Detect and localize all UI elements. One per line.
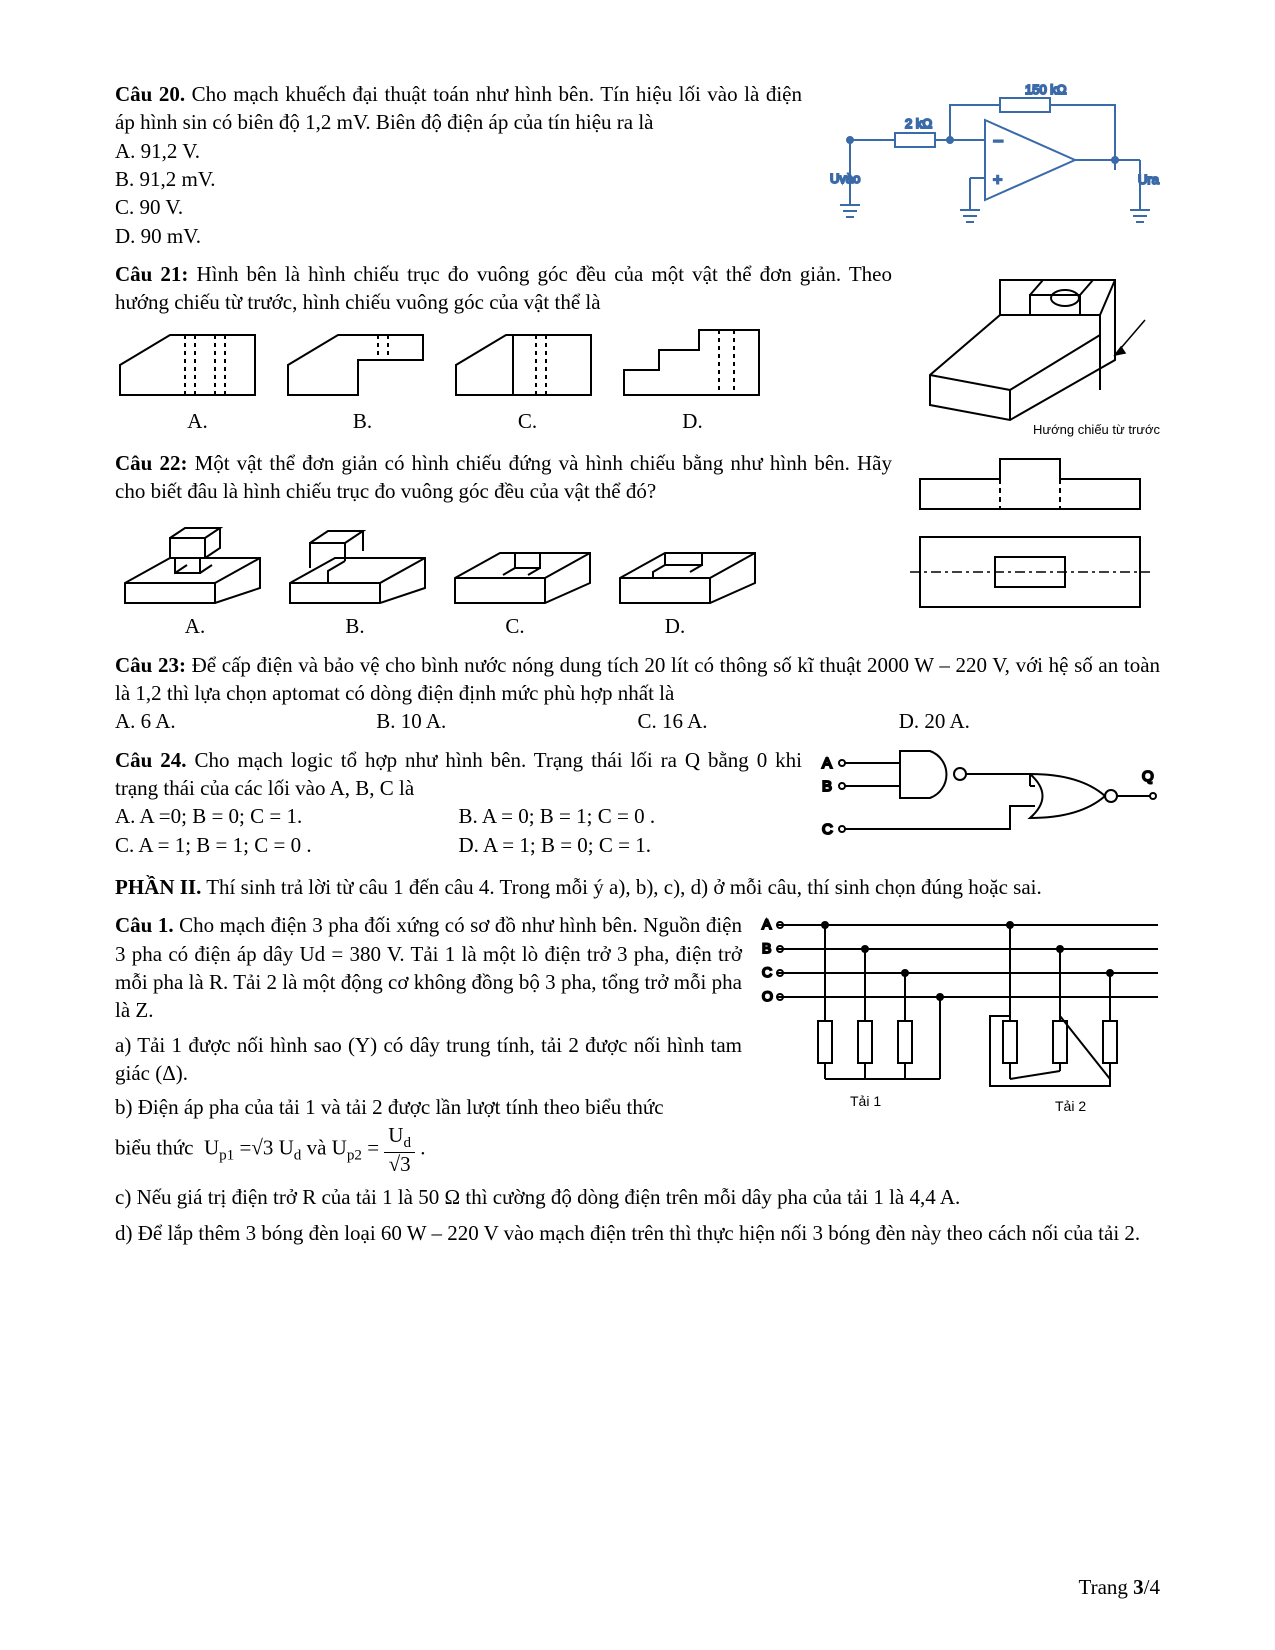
q21-arrow-text: Hướng chiếu từ trước	[910, 421, 1160, 439]
q23-opt-d: D. 20 A.	[899, 707, 1160, 735]
pin-q: Q	[1142, 768, 1154, 785]
q20-text: Cho mạch khuếch đại thuật toán như hình …	[115, 82, 802, 134]
q24-opt-b: B. A = 0; B = 1; C = 0 .	[459, 802, 803, 830]
p2c1-b-pre: b) Điện áp pha của tải 1 và tải 2 được l…	[115, 1095, 664, 1119]
q21-label: Câu 21:	[115, 262, 188, 286]
b-u1l: U	[204, 1135, 219, 1159]
q22-option-c-iso	[445, 523, 600, 608]
q20-opt-a: A. 91,2 V.	[115, 137, 802, 165]
q22-opt-d: D.	[595, 612, 755, 640]
b-u1s: p1	[219, 1147, 234, 1163]
p2c1-d: d) Để lắp thêm 3 bóng đèn loại 60 W – 22…	[115, 1219, 1160, 1247]
b-u1r: U	[279, 1135, 294, 1159]
p2c1-a: a) Tải 1 được nối hình sao (Y) có dây tr…	[115, 1031, 742, 1088]
phan2-text: Thí sinh trả lời từ câu 1 đến câu 4. Tro…	[206, 875, 1042, 899]
q21-option-d-shape	[619, 325, 769, 403]
q23-opt-c: C. 16 A.	[638, 707, 899, 735]
bus-a: A	[762, 916, 772, 932]
b-u2s: p2	[347, 1147, 362, 1163]
q20-opt-b: B. 91,2 mV.	[115, 165, 802, 193]
q23-opt-b: B. 10 A.	[376, 707, 637, 735]
section-2-heading: PHẦN II. Thí sinh trả lời từ câu 1 đến c…	[115, 873, 1160, 901]
q21-text: Hình bên là hình chiếu trục đo vuông góc…	[115, 262, 892, 314]
question-23: Câu 23: Để cấp điện và bảo vệ cho bình n…	[115, 651, 1160, 736]
phan2-label: PHẦN II.	[115, 875, 201, 899]
b-and: và	[307, 1135, 332, 1159]
plus-label: +	[993, 172, 1002, 189]
q22-option-a-iso	[115, 513, 270, 608]
q20-label: Câu 20.	[115, 82, 185, 106]
question-24: Câu 24. Cho mạch logic tổ hợp như hình b…	[115, 746, 1160, 859]
bus-c: C	[762, 964, 772, 980]
b-u2l: U	[332, 1135, 347, 1159]
q21-option-b-shape	[283, 325, 433, 403]
q22-opt-b: B.	[275, 612, 435, 640]
footer-page: 3	[1133, 1575, 1144, 1599]
rf-label: 150 kΩ	[1025, 82, 1067, 97]
pin-a: A	[822, 755, 832, 772]
q21-opt-a: A.	[115, 407, 280, 435]
q22-label: Câu 22:	[115, 451, 187, 475]
b-eq1: =√3	[239, 1135, 273, 1159]
q24-opt-d: D. A = 1; B = 0; C = 1.	[459, 831, 803, 859]
uin-label: Uvào	[830, 171, 860, 186]
q22-option-d-iso	[610, 523, 765, 608]
q23-label: Câu 23:	[115, 653, 186, 677]
q20-circuit-diagram: 150 kΩ 2 kΩ Uvào − +	[820, 80, 1160, 250]
b-eq2: =	[367, 1135, 379, 1159]
footer-total: /4	[1144, 1575, 1160, 1599]
q21-option-a-shape	[115, 325, 265, 403]
q24-label: Câu 24.	[115, 748, 187, 772]
q23-opt-a: A. 6 A.	[115, 707, 376, 735]
q21-opt-d: D.	[610, 407, 775, 435]
question-20: Câu 20. Cho mạch khuếch đại thuật toán n…	[115, 80, 1160, 250]
q20-opt-d: D. 90 mV.	[115, 222, 802, 250]
bus-b: B	[762, 940, 771, 956]
b-den: √3	[384, 1153, 415, 1175]
q22-option-b-iso	[280, 513, 435, 608]
p2c1-label: Câu 1.	[115, 913, 174, 937]
rin-label: 2 kΩ	[905, 116, 932, 131]
page-footer: Trang 3/4	[1079, 1575, 1161, 1600]
q24-opt-c: C. A = 1; B = 1; C = 0 .	[115, 831, 459, 859]
q21-isometric	[910, 260, 1160, 435]
b-end: .	[420, 1135, 425, 1159]
q24-text: Cho mạch logic tổ hợp như hình bên. Trạn…	[115, 748, 802, 800]
p2c1-c: c) Nếu giá trị điện trở R của tải 1 là 5…	[115, 1183, 1160, 1211]
q21-option-c-shape	[451, 325, 601, 403]
p2-question-1: Câu 1. Cho mạch điện 3 pha đối xứng có s…	[115, 911, 1160, 1247]
question-22: Câu 22: Một vật thể đơn giản có hình chi…	[115, 449, 1160, 641]
q22-opt-a: A.	[115, 612, 275, 640]
p2c1-three-phase-diagram: A B C O	[760, 911, 1160, 1121]
footer-pre: Trang	[1079, 1575, 1134, 1599]
b-u1rs: d	[294, 1147, 302, 1163]
bus-o: O	[762, 988, 773, 1004]
load2-label: Tải 2	[1055, 1098, 1086, 1114]
q21-opt-b: B.	[280, 407, 445, 435]
q20-opt-c: C. 90 V.	[115, 193, 802, 221]
pin-c: C	[822, 821, 833, 838]
q22-text: Một vật thể đơn giản có hình chiếu đứng …	[115, 451, 892, 503]
minus-label: −	[993, 131, 1004, 151]
pin-b: B	[822, 778, 832, 795]
question-21: Câu 21: Hình bên là hình chiếu trục đo v…	[115, 260, 1160, 439]
q23-text: Để cấp điện và bảo vệ cho bình nước nóng…	[115, 653, 1160, 705]
uout-label: Ura	[1138, 172, 1160, 187]
p2c1-intro: Cho mạch điện 3 pha đối xứng có sơ đồ nh…	[115, 913, 742, 1022]
load1-label: Tải 1	[850, 1093, 881, 1109]
q24-opt-a: A. A =0; B = 0; C = 1.	[115, 802, 459, 830]
q22-opt-c: C.	[435, 612, 595, 640]
q24-logic-diagram: A B C Q	[820, 746, 1160, 846]
q22-top-view	[910, 527, 1150, 617]
q21-opt-c: C.	[445, 407, 610, 435]
q22-front-view	[910, 449, 1150, 519]
